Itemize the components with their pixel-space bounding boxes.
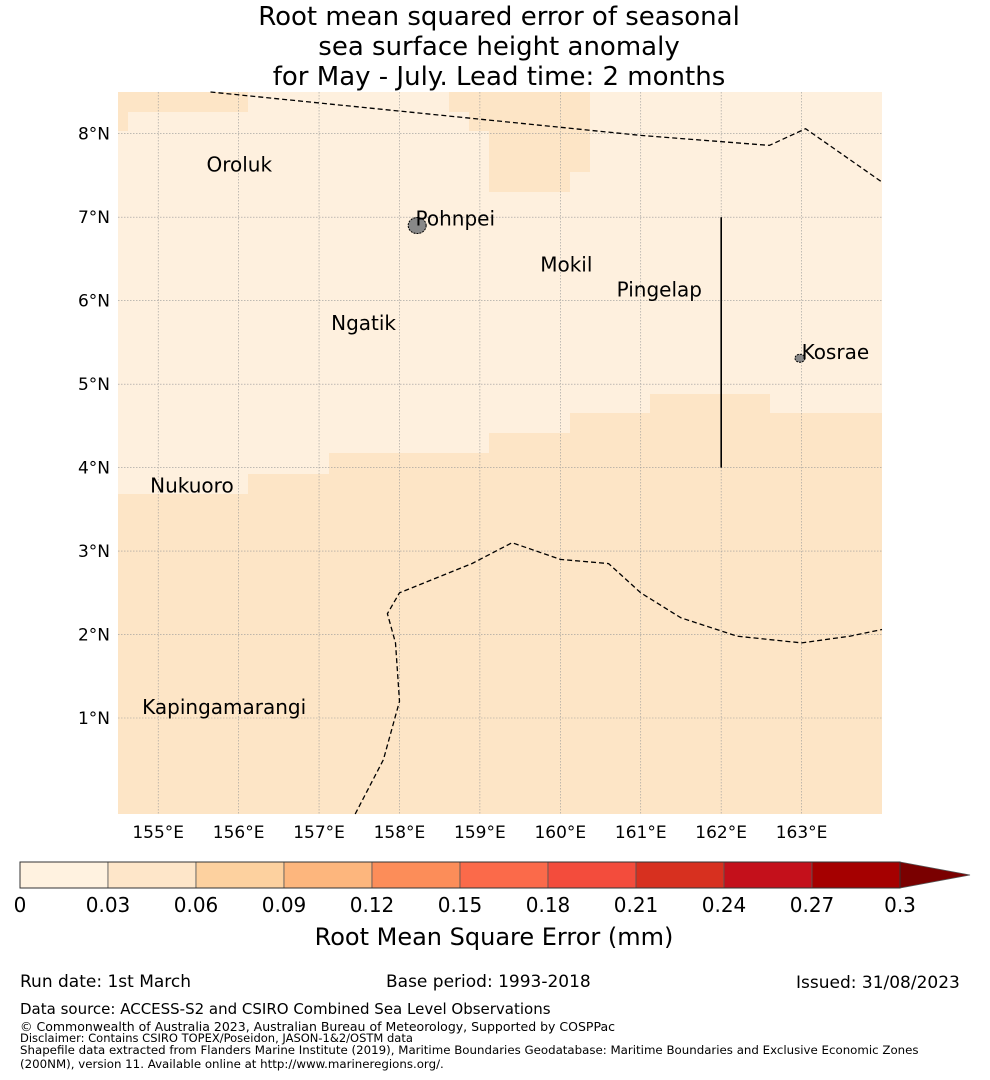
lat-tick-label: 1°N [78, 709, 110, 729]
place-label-kosrae: Kosrae [802, 340, 870, 364]
colorbar-label: Root Mean Square Error (mm) [315, 923, 674, 951]
colorbar-tick-label: 0.15 [438, 893, 483, 917]
colorbar-tick-label: 0.21 [614, 893, 659, 917]
lat-tick-label: 3°N [78, 542, 110, 562]
lon-tick-label: 162°E [695, 823, 747, 843]
lat-tick-label: 5°N [78, 375, 110, 395]
lat-tick-label: 2°N [78, 626, 110, 646]
title-line-2: sea surface height anomaly [318, 32, 680, 62]
colorbar-tick-label: 0.24 [702, 893, 747, 917]
map-title: Root mean squared error of seasonal sea … [0, 2, 990, 92]
colorbar-tick-label: 0.18 [526, 893, 571, 917]
colorbar-tick-label: 0.12 [350, 893, 395, 917]
issued-date: Issued: 31/08/2023 [796, 973, 960, 993]
lon-tick-label: 159°E [454, 823, 506, 843]
colorbar-segment [283, 861, 373, 889]
lon-tick-label: 157°E [293, 823, 345, 843]
place-label-mokil: Mokil [540, 252, 592, 276]
rmse-field-band-2 [118, 92, 248, 131]
lon-tick-label: 160°E [534, 823, 586, 843]
lon-tick-label: 161°E [615, 823, 667, 843]
run-date: Run date: 1st March [20, 972, 192, 992]
lon-tick-label: 155°E [132, 823, 184, 843]
island-kosrae [794, 353, 806, 363]
colorbar: 0 0.03 0.06 0.09 0.12 0.15 0.18 0.21 0.24 0.27 0.3… [14, 861, 971, 951]
colorbar-segment [195, 861, 285, 889]
place-label-nukuoro: Nukuoro [150, 474, 234, 498]
place-label-kapingamarangi: Kapingamarangi [142, 695, 306, 719]
copyright: © Commonwealth of Australia 2023, Austra… [20, 1019, 615, 1034]
base-period: Base period: 1993-2018 [386, 972, 591, 992]
colorbar-segment [723, 861, 813, 889]
colorbar-frame [19, 861, 901, 889]
colorbar-extend-arrow [899, 861, 971, 889]
rmse-field-band-1 [118, 394, 882, 814]
lon-tick-label: 163°E [776, 823, 828, 843]
colorbar-segment [547, 861, 637, 889]
map-area: Oroluk Pohnpei Mokil Pingelap Ngatik Kosrae Nu… [78, 91, 883, 843]
colorbar-segment [19, 861, 109, 889]
rmse-field-band-3 [449, 92, 590, 192]
place-label-pohnpei: Pohnpei [416, 207, 496, 231]
colorbar-tick-label: 0.09 [262, 893, 307, 917]
data-source: Data source: ACCESS-S2 and CSIRO Combine… [20, 1000, 551, 1018]
colorbar-tick-label: 0.06 [174, 893, 219, 917]
place-label-ngatik: Ngatik [331, 311, 396, 335]
colorbar-tick-label: 0.3 [884, 893, 916, 917]
colorbar-segment [811, 861, 901, 889]
lat-tick-label: 8°N [78, 125, 110, 145]
colorbar-tick-label: 0 [14, 893, 27, 917]
place-label-oroluk: Oroluk [206, 152, 272, 176]
colorbar-tick-label: 0.03 [86, 893, 131, 917]
eez-boundary-north [210, 91, 883, 183]
title-line-3: for May - July. Lead time: 2 months [272, 62, 726, 92]
colorbar-segment [107, 861, 197, 889]
shapefile-credit-1: Shapefile data extracted from Flanders M… [20, 1043, 919, 1057]
shapefile-credit-2: (200NM), version 11. Available online at… [20, 1057, 444, 1071]
lon-tick-label: 158°E [374, 823, 426, 843]
lon-tick-label: 156°E [213, 823, 265, 843]
lat-tick-label: 6°N [78, 292, 110, 312]
title-line-1: Root mean squared error of seasonal [258, 2, 740, 32]
island-pohnpei [407, 217, 427, 235]
place-label-pingelap: Pingelap [617, 277, 702, 301]
colorbar-tick-label: 0.27 [790, 893, 835, 917]
lat-tick-label: 7°N [78, 208, 110, 228]
colorbar-segment [371, 861, 461, 889]
colorbar-segment [635, 861, 725, 889]
lat-tick-label: 4°N [78, 459, 110, 479]
disclaimer: Disclaimer: Contains CSIRO TOPEX/Poseido… [20, 1031, 413, 1045]
colorbar-segment [459, 861, 549, 889]
